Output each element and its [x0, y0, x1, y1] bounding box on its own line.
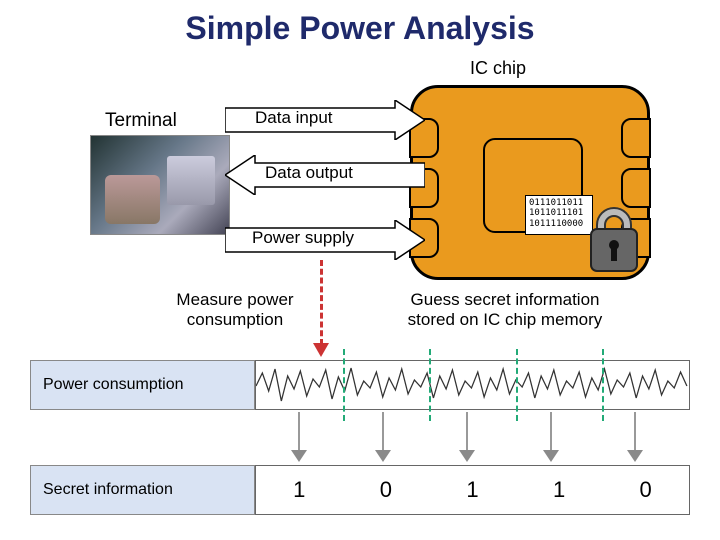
- measure-text: Measure power consumption: [145, 290, 325, 331]
- dashed-arrow-supply: [320, 260, 323, 345]
- bit-cell: 1: [256, 466, 343, 514]
- lock-icon: [585, 195, 643, 275]
- power-waveform-canvas: [255, 360, 690, 410]
- terminal-label: Terminal: [105, 110, 177, 132]
- ic-chip-label: IC chip: [470, 58, 526, 79]
- secret-bits-canvas: 1 0 1 1 0: [255, 465, 690, 515]
- bits-box: 0111011011 1011011101 1011110000: [525, 195, 593, 235]
- bit-cell: 0: [602, 466, 689, 514]
- guess-text: Guess secret information stored on IC ch…: [365, 290, 645, 331]
- power-consumption-row: Power consumption: [30, 360, 690, 410]
- terminal-image: [90, 135, 230, 235]
- secret-row-label: Secret information: [30, 465, 255, 515]
- power-supply-label: Power supply: [252, 228, 354, 248]
- secret-info-row: Secret information 1 0 1 1 0: [30, 465, 690, 515]
- bit-cell: 0: [343, 466, 430, 514]
- bit-cell: 1: [516, 466, 603, 514]
- power-row-label: Power consumption: [30, 360, 255, 410]
- bits-text: 0111011011 1011011101 1011110000: [529, 198, 583, 229]
- bit-cell: 1: [429, 466, 516, 514]
- data-input-label: Data input: [255, 108, 333, 128]
- page-title: Simple Power Analysis: [0, 10, 720, 47]
- dashed-arrow-supply-head: [313, 343, 329, 357]
- data-output-label: Data output: [265, 163, 353, 183]
